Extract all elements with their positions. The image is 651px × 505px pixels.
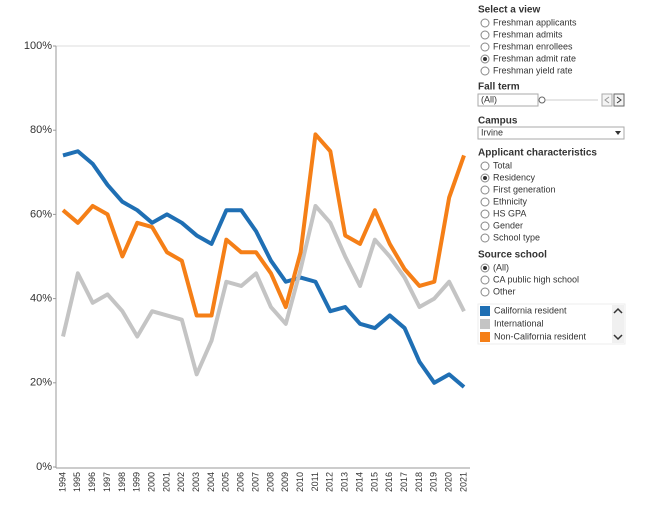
x-tick-label: 2017 <box>399 472 409 492</box>
radio-button[interactable] <box>480 66 490 76</box>
radio-button[interactable] <box>480 209 490 219</box>
legend-swatch[interactable] <box>480 319 490 329</box>
term-prev-arrow <box>604 96 610 104</box>
y-tick-label: 40% <box>30 293 52 305</box>
y-tick-label: 100% <box>24 40 52 52</box>
radio-label[interactable]: Other <box>493 286 516 296</box>
x-tick-label: 2020 <box>444 472 454 492</box>
radio-label[interactable]: Freshman applicants <box>493 17 577 27</box>
radio-label[interactable]: Freshman yield rate <box>493 65 573 75</box>
x-tick-label: 2021 <box>458 472 468 492</box>
radio-button[interactable] <box>480 185 490 195</box>
radio-dot <box>483 57 487 61</box>
radio-button[interactable] <box>480 18 490 28</box>
x-tick-label: 2014 <box>354 472 364 492</box>
campus-dropdown[interactable] <box>477 126 625 140</box>
radio-label[interactable]: (All) <box>493 262 509 272</box>
x-tick-label: 2009 <box>280 472 290 492</box>
term-dropdown[interactable] <box>477 93 539 107</box>
legend-swatch[interactable] <box>480 306 490 316</box>
radio-button[interactable] <box>480 30 490 40</box>
x-tick-label: 2002 <box>176 472 186 492</box>
control-title: Source school <box>478 250 547 261</box>
legend-label[interactable]: Non-California resident <box>494 331 587 341</box>
x-tick-label: 2011 <box>310 472 320 491</box>
series-line <box>61 203 466 377</box>
x-tick-label: 2004 <box>206 472 216 492</box>
radio-dot <box>483 176 487 180</box>
term-next-arrow <box>616 96 622 104</box>
x-tick-label: 1995 <box>72 472 82 492</box>
radio-label[interactable]: First generation <box>493 184 556 194</box>
radio-button[interactable] <box>480 233 490 243</box>
radio-label[interactable]: Freshman enrollees <box>493 41 573 51</box>
radio-label[interactable]: Residency <box>493 172 536 182</box>
y-tick-label: 0% <box>36 461 52 473</box>
x-tick-label: 2015 <box>369 472 379 492</box>
y-tick-label: 80% <box>30 124 52 136</box>
term-value[interactable]: (All) <box>481 94 497 104</box>
term-slider-handle[interactable] <box>538 96 546 104</box>
x-tick-label: 2005 <box>221 472 231 492</box>
series-line <box>62 149 466 389</box>
radio-label[interactable]: Freshman admit rate <box>493 53 576 63</box>
x-tick-label: 2007 <box>250 472 260 492</box>
radio-button[interactable] <box>480 42 490 52</box>
radio-label[interactable]: Total <box>493 160 512 170</box>
x-tick-label: 1998 <box>117 472 127 492</box>
scroll-down[interactable] <box>613 334 623 341</box>
legend-box <box>477 303 626 345</box>
control-title: Fall term <box>478 82 520 93</box>
x-tick-label: 2019 <box>429 472 439 492</box>
x-tick-label: 2003 <box>191 472 201 492</box>
series-line <box>61 132 466 318</box>
campus-value[interactable]: Irvine <box>481 127 503 137</box>
scroll-up[interactable] <box>613 307 623 314</box>
x-tick-label: 2001 <box>161 472 171 492</box>
x-tick-label: 1994 <box>57 472 67 492</box>
x-tick-label: 1996 <box>87 472 97 492</box>
x-tick-label: 1997 <box>102 472 112 492</box>
radio-label[interactable]: Ethnicity <box>493 196 528 206</box>
radio-label[interactable]: Freshman admits <box>493 29 563 39</box>
y-tick-label: 60% <box>30 208 52 220</box>
radio-label[interactable]: Gender <box>493 220 523 230</box>
radio-button[interactable] <box>480 275 490 285</box>
y-tick-label: 20% <box>30 377 52 389</box>
x-tick-label: 2000 <box>146 472 156 492</box>
campus-arrow <box>615 131 621 135</box>
control-title: Campus <box>478 116 518 127</box>
radio-button[interactable] <box>480 197 490 207</box>
x-tick-label: 2013 <box>340 472 350 492</box>
radio-label[interactable]: CA public high school <box>493 274 579 284</box>
radio-button[interactable] <box>480 221 490 231</box>
x-tick-label: 2010 <box>295 472 305 492</box>
radio-button[interactable] <box>480 287 490 297</box>
term-prev[interactable] <box>601 93 613 107</box>
legend-label[interactable]: International <box>494 318 544 328</box>
radio-button[interactable] <box>480 161 490 171</box>
x-tick-label: 2006 <box>236 472 246 492</box>
control-title: Select a view <box>478 5 540 16</box>
x-tick-label: 2008 <box>265 472 275 492</box>
radio-label[interactable]: School type <box>493 232 540 242</box>
radio-dot <box>483 266 487 270</box>
legend-scrollbar[interactable] <box>612 305 624 343</box>
x-tick-label: 1999 <box>132 472 142 492</box>
control-title: Applicant characteristics <box>478 148 597 159</box>
term-next[interactable] <box>613 93 625 107</box>
x-tick-label: 2016 <box>384 472 394 492</box>
legend-label[interactable]: California resident <box>494 305 567 315</box>
x-tick-label: 2018 <box>414 472 424 492</box>
radio-label[interactable]: HS GPA <box>493 208 526 218</box>
x-tick-label: 2012 <box>325 472 335 492</box>
legend-swatch[interactable] <box>480 332 490 342</box>
